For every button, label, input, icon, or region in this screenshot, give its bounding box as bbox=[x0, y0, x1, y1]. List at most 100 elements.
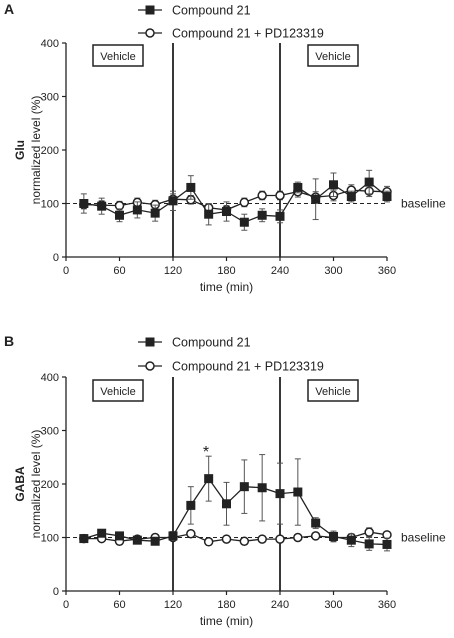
y-axis-title-analyte: Glu bbox=[13, 140, 27, 160]
data-point bbox=[364, 527, 374, 537]
vehicle-label: Vehicle bbox=[315, 386, 350, 398]
y-tick-label: 300 bbox=[41, 92, 59, 104]
data-point bbox=[275, 489, 285, 499]
data-point bbox=[203, 537, 214, 547]
data-point bbox=[168, 531, 178, 541]
x-tick-label: 360 bbox=[378, 599, 396, 611]
series-compound-21 bbox=[79, 169, 392, 231]
baseline-label: baseline bbox=[401, 531, 446, 545]
legend-label: Compound 21 + PD123319 bbox=[172, 27, 324, 41]
data-point bbox=[364, 539, 374, 549]
vehicle-box bbox=[92, 379, 144, 402]
series-compound-21 bbox=[79, 454, 392, 552]
data-point bbox=[115, 210, 124, 220]
data-point bbox=[257, 534, 267, 544]
data-point bbox=[275, 534, 285, 544]
x-axis-title: time (min) bbox=[200, 280, 253, 294]
baseline-label: baseline bbox=[401, 197, 446, 211]
chart-panel-a: A 0 100 200 300 400 0 60 120 180 240 300 360 time (mi… bbox=[4, 1, 446, 294]
series-compound-21-pd123319 bbox=[79, 184, 392, 215]
legend-marker bbox=[145, 361, 155, 371]
data-point bbox=[311, 518, 321, 528]
x-tick-label: 300 bbox=[324, 599, 342, 611]
data-point bbox=[186, 500, 196, 510]
x-tick-label: 120 bbox=[164, 599, 182, 611]
data-point bbox=[346, 192, 356, 202]
data-point bbox=[221, 534, 232, 544]
x-tick-label: 180 bbox=[217, 265, 235, 277]
data-point bbox=[132, 535, 142, 545]
vehicle-box bbox=[307, 44, 359, 67]
x-tick-label: 60 bbox=[113, 599, 125, 611]
series-compound-21-pd123319 bbox=[79, 527, 392, 547]
data-point bbox=[275, 211, 285, 221]
data-point bbox=[97, 201, 107, 211]
chart-panel-b: B 0 100 200 300 400 0 60 120 180 240 300 360 time (mi… bbox=[4, 333, 446, 628]
data-point bbox=[239, 217, 249, 227]
data-point bbox=[310, 531, 321, 541]
data-point bbox=[115, 531, 124, 541]
data-point bbox=[79, 534, 89, 544]
data-point bbox=[239, 536, 250, 546]
panel-label: B bbox=[4, 333, 14, 349]
legend-marker bbox=[145, 28, 155, 38]
y-tick-label: 400 bbox=[41, 372, 59, 384]
data-point bbox=[204, 209, 214, 219]
data-point bbox=[79, 199, 89, 208]
x-tick-label: 180 bbox=[217, 599, 235, 611]
data-point bbox=[97, 528, 107, 538]
data-point bbox=[329, 531, 338, 541]
legend-label: Compound 21 bbox=[172, 336, 251, 350]
legend-marker bbox=[145, 337, 155, 347]
data-point bbox=[293, 487, 303, 497]
data-point bbox=[257, 483, 267, 493]
data-point bbox=[382, 539, 392, 549]
x-tick-label: 360 bbox=[378, 265, 396, 277]
data-point bbox=[346, 535, 356, 545]
legend-label: Compound 21 bbox=[172, 4, 251, 18]
x-tick-label: 0 bbox=[63, 599, 69, 611]
y-axis-title-analyte: GABA bbox=[13, 466, 27, 502]
x-axis-title: time (min) bbox=[200, 614, 253, 628]
data-point bbox=[132, 205, 142, 215]
vehicle-label: Vehicle bbox=[100, 386, 135, 398]
legend-marker bbox=[145, 5, 155, 15]
significance-asterisk: * bbox=[203, 444, 209, 461]
y-tick-label: 0 bbox=[53, 252, 59, 264]
x-tick-label: 0 bbox=[63, 265, 69, 277]
data-point bbox=[275, 190, 285, 201]
data-point bbox=[150, 208, 160, 218]
vehicle-box bbox=[307, 379, 359, 402]
data-point bbox=[186, 182, 196, 192]
y-tick-label: 400 bbox=[41, 38, 59, 50]
y-axis-title: normalized level (%) bbox=[29, 96, 43, 205]
x-tick-label: 60 bbox=[113, 265, 125, 277]
data-point bbox=[204, 474, 214, 484]
x-tick-label: 240 bbox=[271, 599, 289, 611]
y-axis-title: normalized level (%) bbox=[29, 430, 43, 539]
y-tick-label: 0 bbox=[53, 586, 59, 598]
data-point bbox=[222, 207, 231, 217]
data-point bbox=[293, 532, 303, 543]
data-point bbox=[239, 197, 250, 208]
x-tick-label: 120 bbox=[164, 265, 182, 277]
data-point bbox=[257, 190, 267, 201]
series-line bbox=[83, 531, 388, 543]
vehicle-label: Vehicle bbox=[315, 51, 350, 63]
legend-label: Compound 21 + PD123319 bbox=[172, 360, 324, 374]
data-point bbox=[257, 210, 267, 220]
y-tick-label: 200 bbox=[41, 479, 59, 491]
vehicle-label: Vehicle bbox=[100, 51, 135, 63]
x-tick-label: 240 bbox=[271, 265, 289, 277]
y-tick-label: 100 bbox=[41, 199, 59, 211]
series-line bbox=[83, 477, 388, 546]
y-tick-label: 100 bbox=[41, 533, 59, 545]
data-point bbox=[382, 192, 392, 202]
data-point bbox=[168, 196, 178, 206]
y-tick-label: 300 bbox=[41, 426, 59, 438]
data-point bbox=[364, 177, 374, 187]
vehicle-box bbox=[92, 44, 144, 67]
data-point bbox=[222, 499, 231, 509]
x-tick-label: 300 bbox=[324, 265, 342, 277]
